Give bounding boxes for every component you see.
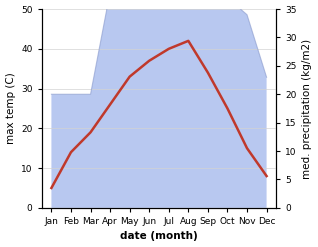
X-axis label: date (month): date (month) [120, 231, 198, 242]
Y-axis label: med. precipitation (kg/m2): med. precipitation (kg/m2) [302, 38, 313, 179]
Y-axis label: max temp (C): max temp (C) [5, 73, 16, 144]
